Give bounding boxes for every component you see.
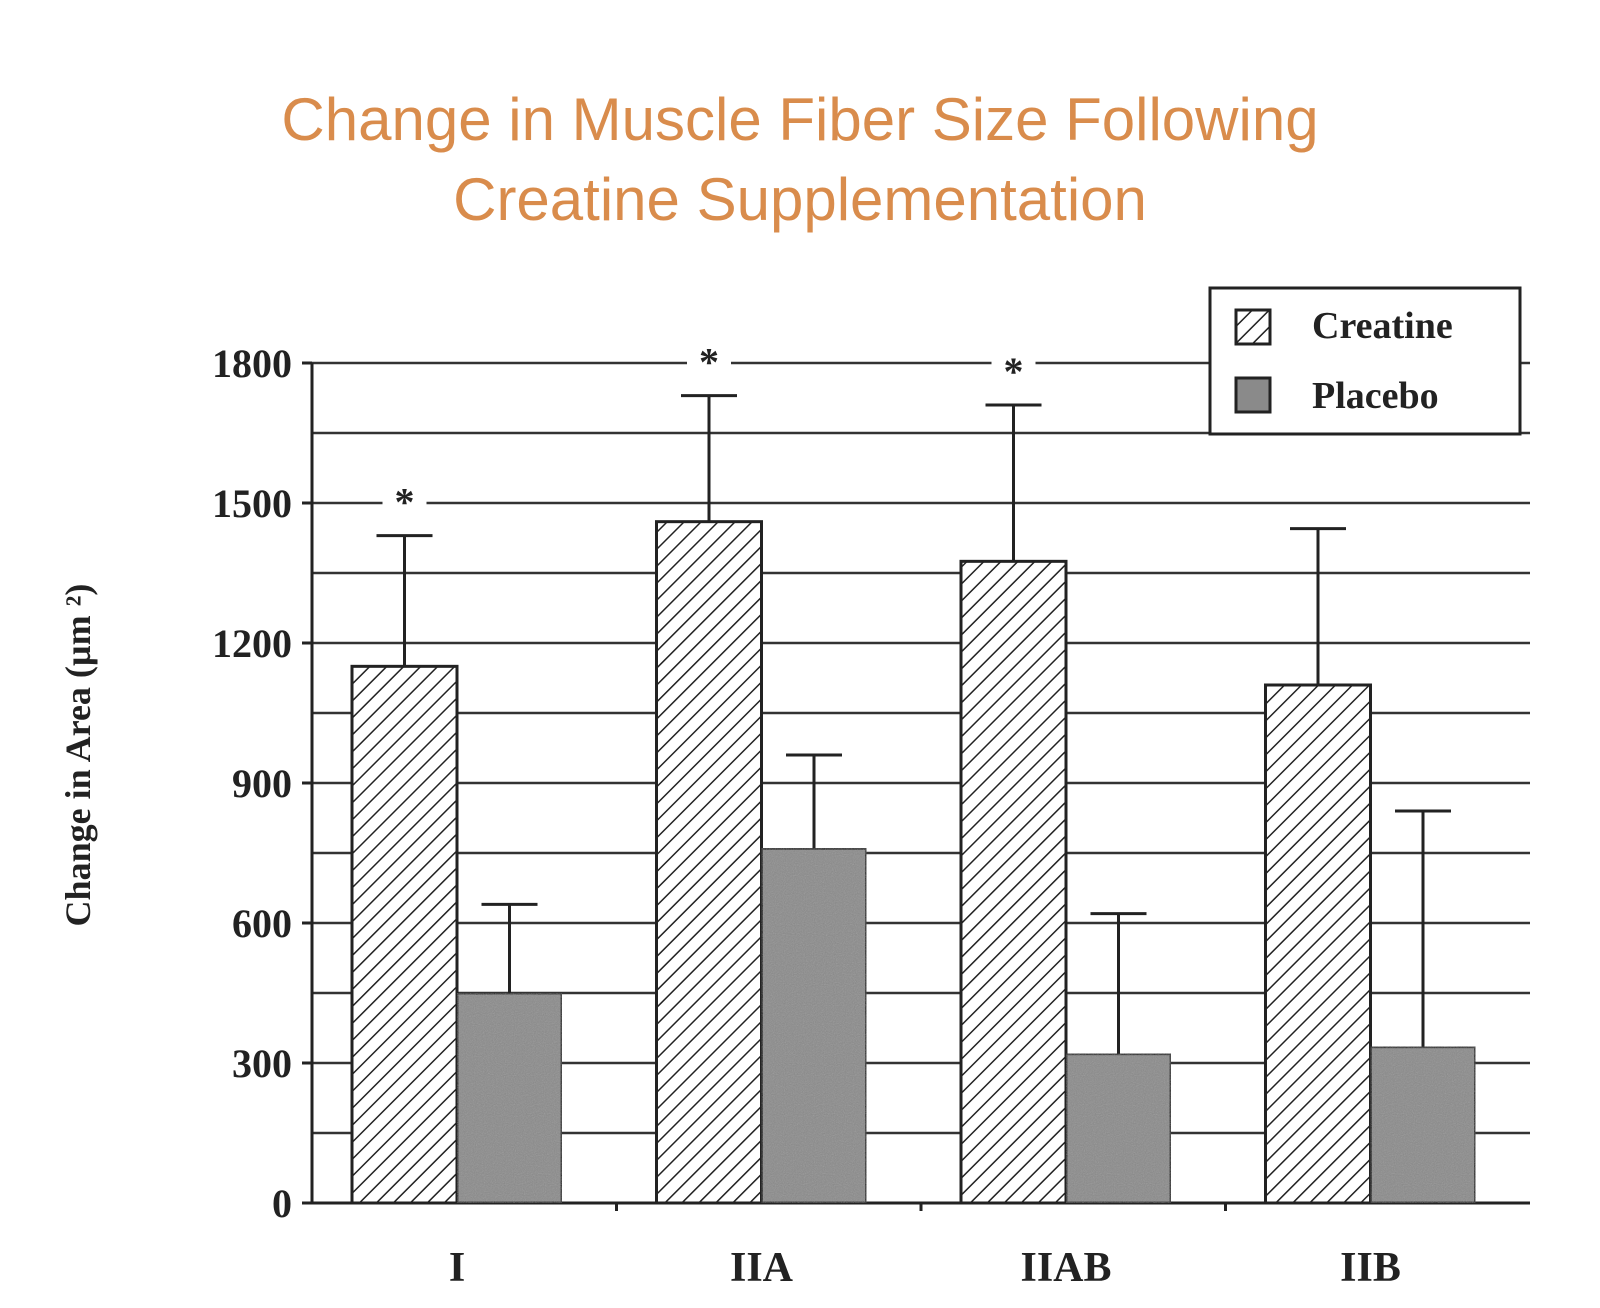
chart-title: Change in Muscle Fiber Size Following Cr…	[0, 80, 1600, 240]
legend-swatch-placebo	[1234, 376, 1272, 414]
y-tick-label: 900	[232, 761, 292, 806]
significance-marker-i: *	[395, 480, 415, 525]
bar-placebo-iia	[760, 846, 868, 1205]
bar-placebo-i	[455, 991, 564, 1205]
significance-marker-bg	[687, 331, 731, 376]
x-category-label-iia: IIA	[730, 1245, 794, 1291]
chart-title-line-1: Change in Muscle Fiber Size Following	[281, 86, 1319, 153]
significance-marker-iiab: *	[1004, 349, 1024, 394]
significance-markers: * * *	[382, 331, 1036, 525]
x-category-labels: I IIA IIAB IIB	[449, 1245, 1401, 1291]
y-tick-label: 600	[232, 901, 292, 946]
bar-creatine-iib	[1264, 683, 1372, 1205]
y-tick-label: 1200	[212, 621, 292, 666]
y-tick-labels: 0 300 600 900 1200 1500 1800	[212, 341, 292, 1226]
legend-label-creatine: Creatine	[1312, 305, 1453, 347]
x-category-label-i: I	[449, 1245, 465, 1291]
y-tick-label: 1800	[212, 341, 292, 386]
chart-title-line-2: Creatine Supplementation	[453, 166, 1147, 233]
error-bars	[376, 394, 1451, 1054]
significance-marker-bg	[382, 471, 427, 516]
significance-marker-iia: *	[699, 340, 719, 385]
y-tick-label: 300	[232, 1041, 292, 1086]
bar-placebo-iiab	[1064, 1052, 1173, 1205]
bar-creatine-iia	[655, 520, 763, 1205]
y-axis-label: Change in Area (µm ²)	[58, 584, 98, 927]
bars	[350, 520, 1477, 1205]
y-tick-label: 1500	[212, 481, 292, 526]
bar-creatine-i	[350, 664, 459, 1205]
x-category-label-iiab: IIAB	[1020, 1245, 1111, 1291]
legend-swatch-creatine	[1234, 308, 1272, 346]
y-tick-label: 0	[272, 1181, 292, 1226]
bar-placebo-iib	[1369, 1045, 1477, 1205]
x-category-label-iib: IIB	[1340, 1245, 1401, 1291]
bar-creatine-iiab	[959, 559, 1068, 1205]
legend-label-placebo: Placebo	[1312, 375, 1439, 417]
legend: Creatine Placebo	[1208, 286, 1522, 436]
significance-marker-bg	[991, 341, 1036, 385]
